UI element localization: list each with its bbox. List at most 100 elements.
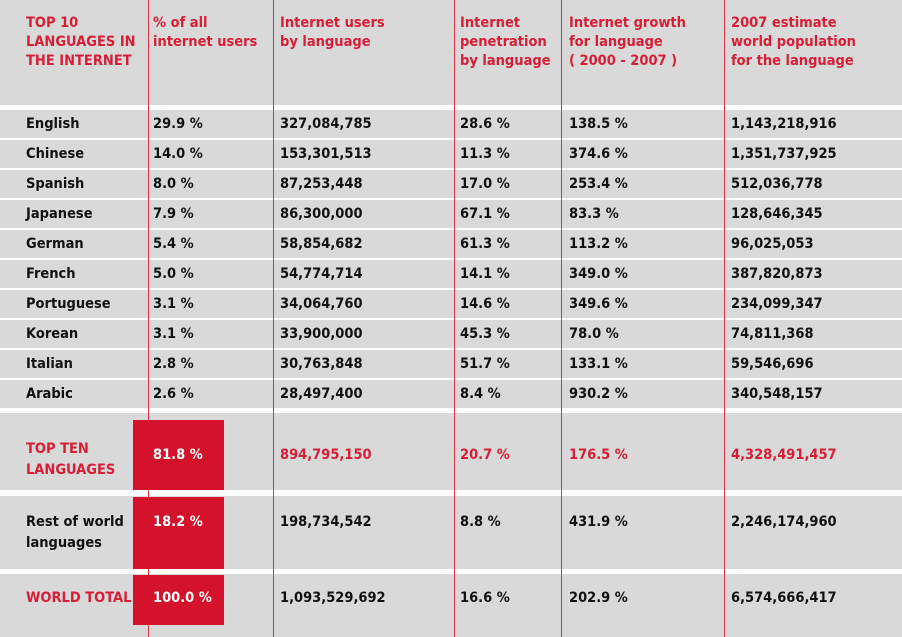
column-divider (273, 0, 274, 637)
column-divider (148, 0, 149, 637)
table-cell: 7.9 % (153, 206, 194, 222)
table-cell: 2.6 % (153, 386, 194, 402)
table-cell: 133.1 % (569, 356, 628, 372)
table-cell: 28.6 % (460, 116, 510, 132)
row-band (0, 140, 902, 168)
table-cell: 8.0 % (153, 176, 194, 192)
total-cell: 6,574,666,417 (731, 590, 837, 606)
table-cell: 5.0 % (153, 266, 194, 282)
table-cell: 138.5 % (569, 116, 628, 132)
total-cell: 2,246,174,960 (731, 514, 837, 530)
row-label: French (26, 266, 76, 282)
row-label: German (26, 236, 84, 252)
column-header: TOP 10 LANGUAGES IN THE INTERNET (26, 15, 136, 69)
row-label: English (26, 116, 80, 132)
table-cell: 930.2 % (569, 386, 628, 402)
table-cell: 349.0 % (569, 266, 628, 282)
table-cell: 234,099,347 (731, 296, 823, 312)
table-cell: 3.1 % (153, 326, 194, 342)
row-label: Arabic (26, 386, 73, 402)
table-cell: 67.1 % (460, 206, 510, 222)
total-percent: 81.8 % (153, 447, 203, 463)
table-cell: 327,084,785 (280, 116, 372, 132)
row-band (0, 170, 902, 198)
table-cell: 87,253,448 (280, 176, 363, 192)
table-cell: 17.0 % (460, 176, 510, 192)
percent-highlight-box (133, 497, 224, 569)
total-percent: 100.0 % (153, 590, 212, 606)
total-cell: 894,795,150 (280, 447, 372, 463)
table-cell: 14.6 % (460, 296, 510, 312)
table-cell: 59,546,696 (731, 356, 814, 372)
row-band (0, 200, 902, 228)
table-cell: 45.3 % (460, 326, 510, 342)
table-cell: 14.1 % (460, 266, 510, 282)
table-cell: 34,064,760 (280, 296, 363, 312)
total-cell: 8.8 % (460, 514, 501, 530)
table-cell: 113.2 % (569, 236, 628, 252)
table-cell: 30,763,848 (280, 356, 363, 372)
column-header: 2007 estimate world population for the l… (731, 15, 856, 69)
row-band (0, 230, 902, 258)
table-cell: 51.7 % (460, 356, 510, 372)
table-cell: 5.4 % (153, 236, 194, 252)
total-cell: 431.9 % (569, 514, 628, 530)
row-band (0, 320, 902, 348)
total-row-label: TOP TEN LANGUAGES (26, 441, 116, 478)
column-header: Internet users by language (280, 15, 385, 50)
table-cell: 29.9 % (153, 116, 203, 132)
column-divider (724, 0, 725, 637)
table-cell: 74,811,368 (731, 326, 814, 342)
row-band (0, 260, 902, 288)
total-cell: 202.9 % (569, 590, 628, 606)
table-cell: 8.4 % (460, 386, 501, 402)
column-header: % of all internet users (153, 15, 258, 50)
row-label: Korean (26, 326, 79, 342)
table-cell: 3.1 % (153, 296, 194, 312)
row-band (0, 380, 902, 408)
percent-highlight-box (133, 575, 224, 625)
row-label: Portuguese (26, 296, 111, 312)
total-row-label: WORLD TOTAL (26, 590, 132, 606)
row-band (0, 290, 902, 318)
table-cell: 11.3 % (460, 146, 510, 162)
table-cell: 83.3 % (569, 206, 619, 222)
column-header: Internet growth for language ( 2000 - 20… (569, 15, 686, 69)
row-band (0, 0, 902, 105)
table-cell: 253.4 % (569, 176, 628, 192)
table-cell: 2.8 % (153, 356, 194, 372)
table-cell: 374.6 % (569, 146, 628, 162)
table-cell: 349.6 % (569, 296, 628, 312)
table-cell: 86,300,000 (280, 206, 363, 222)
row-label: Chinese (26, 146, 85, 162)
table-cell: 58,854,682 (280, 236, 363, 252)
table-cell: 512,036,778 (731, 176, 823, 192)
table-cell: 153,301,513 (280, 146, 372, 162)
row-label: Spanish (26, 176, 85, 192)
table-cell: 1,143,218,916 (731, 116, 837, 132)
table-cell: 96,025,053 (731, 236, 814, 252)
total-cell: 176.5 % (569, 447, 628, 463)
total-cell: 198,734,542 (280, 514, 372, 530)
percent-highlight-box (133, 420, 224, 490)
table-cell: 128,646,345 (731, 206, 823, 222)
row-band (0, 350, 902, 378)
table-cell: 340,548,157 (731, 386, 823, 402)
table-cell: 28,497,400 (280, 386, 363, 402)
row-band (0, 110, 902, 138)
column-divider (561, 0, 562, 637)
table-cell: 78.0 % (569, 326, 619, 342)
table-cell: 1,351,737,925 (731, 146, 837, 162)
column-divider (454, 0, 455, 637)
table-cell: 61.3 % (460, 236, 510, 252)
total-cell: 20.7 % (460, 447, 510, 463)
total-cell: 4,328,491,457 (731, 447, 837, 463)
total-cell: 1,093,529,692 (280, 590, 386, 606)
total-cell: 16.6 % (460, 590, 510, 606)
table-cell: 33,900,000 (280, 326, 363, 342)
total-percent: 18.2 % (153, 514, 203, 530)
table-cell: 14.0 % (153, 146, 203, 162)
row-label: Italian (26, 356, 73, 372)
row-label: Japanese (26, 206, 93, 222)
